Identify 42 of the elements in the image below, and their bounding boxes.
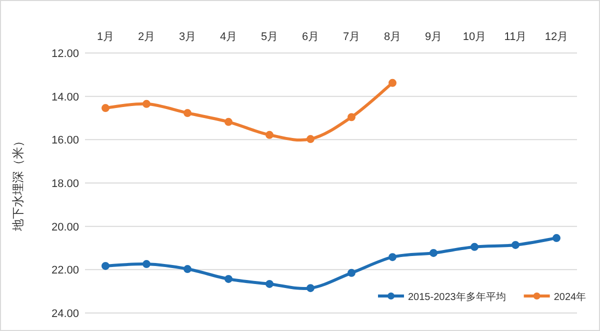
x-tick-label: 12月: [544, 31, 568, 43]
point: [142, 260, 150, 268]
point: [306, 135, 314, 144]
point: [348, 113, 356, 122]
legend-label: 2024年: [554, 291, 586, 303]
point: [184, 109, 192, 118]
y-tick-label: 22.00: [51, 264, 79, 277]
point: [142, 100, 150, 108]
point: [470, 242, 478, 251]
point: [512, 240, 520, 249]
point: [430, 248, 438, 257]
x-tick-label: 3月: [178, 31, 196, 43]
point: [102, 104, 110, 112]
x-tick-label: 9月: [424, 31, 442, 43]
point: [102, 262, 110, 270]
x-tick-label: 1月: [96, 31, 114, 43]
x-tick-label: 4月: [220, 31, 238, 43]
x-tick-label: 7月: [342, 31, 360, 43]
x-tick-label: 6月: [302, 31, 320, 43]
point: [388, 253, 396, 262]
y-tick-label: 12.00: [51, 48, 79, 60]
x-tick-label: 8月: [384, 31, 402, 43]
y-tick-label: 24.00: [51, 308, 79, 320]
y-tick-label: 16.00: [51, 134, 79, 147]
point: [184, 265, 192, 274]
point: [552, 234, 560, 242]
point: [224, 274, 232, 283]
point: [266, 280, 274, 288]
y-tick-label: 14.00: [51, 91, 79, 104]
x-tick-label: 11月: [504, 31, 527, 43]
point: [266, 130, 274, 139]
x-tick-label: 5月: [260, 31, 278, 43]
y-axis-title: 地下水埋深（米）: [11, 135, 25, 232]
x-tick-label: 10月: [462, 31, 486, 43]
y-tick-label: 18.00: [51, 178, 79, 190]
point: [224, 118, 232, 126]
point: [306, 284, 314, 292]
point: [348, 268, 356, 277]
point: [388, 78, 396, 87]
legend-label: 2015-2023年多年平均: [408, 291, 506, 303]
x-tick-label: 2月: [138, 31, 156, 43]
y-tick-label: 20.00: [51, 221, 79, 234]
